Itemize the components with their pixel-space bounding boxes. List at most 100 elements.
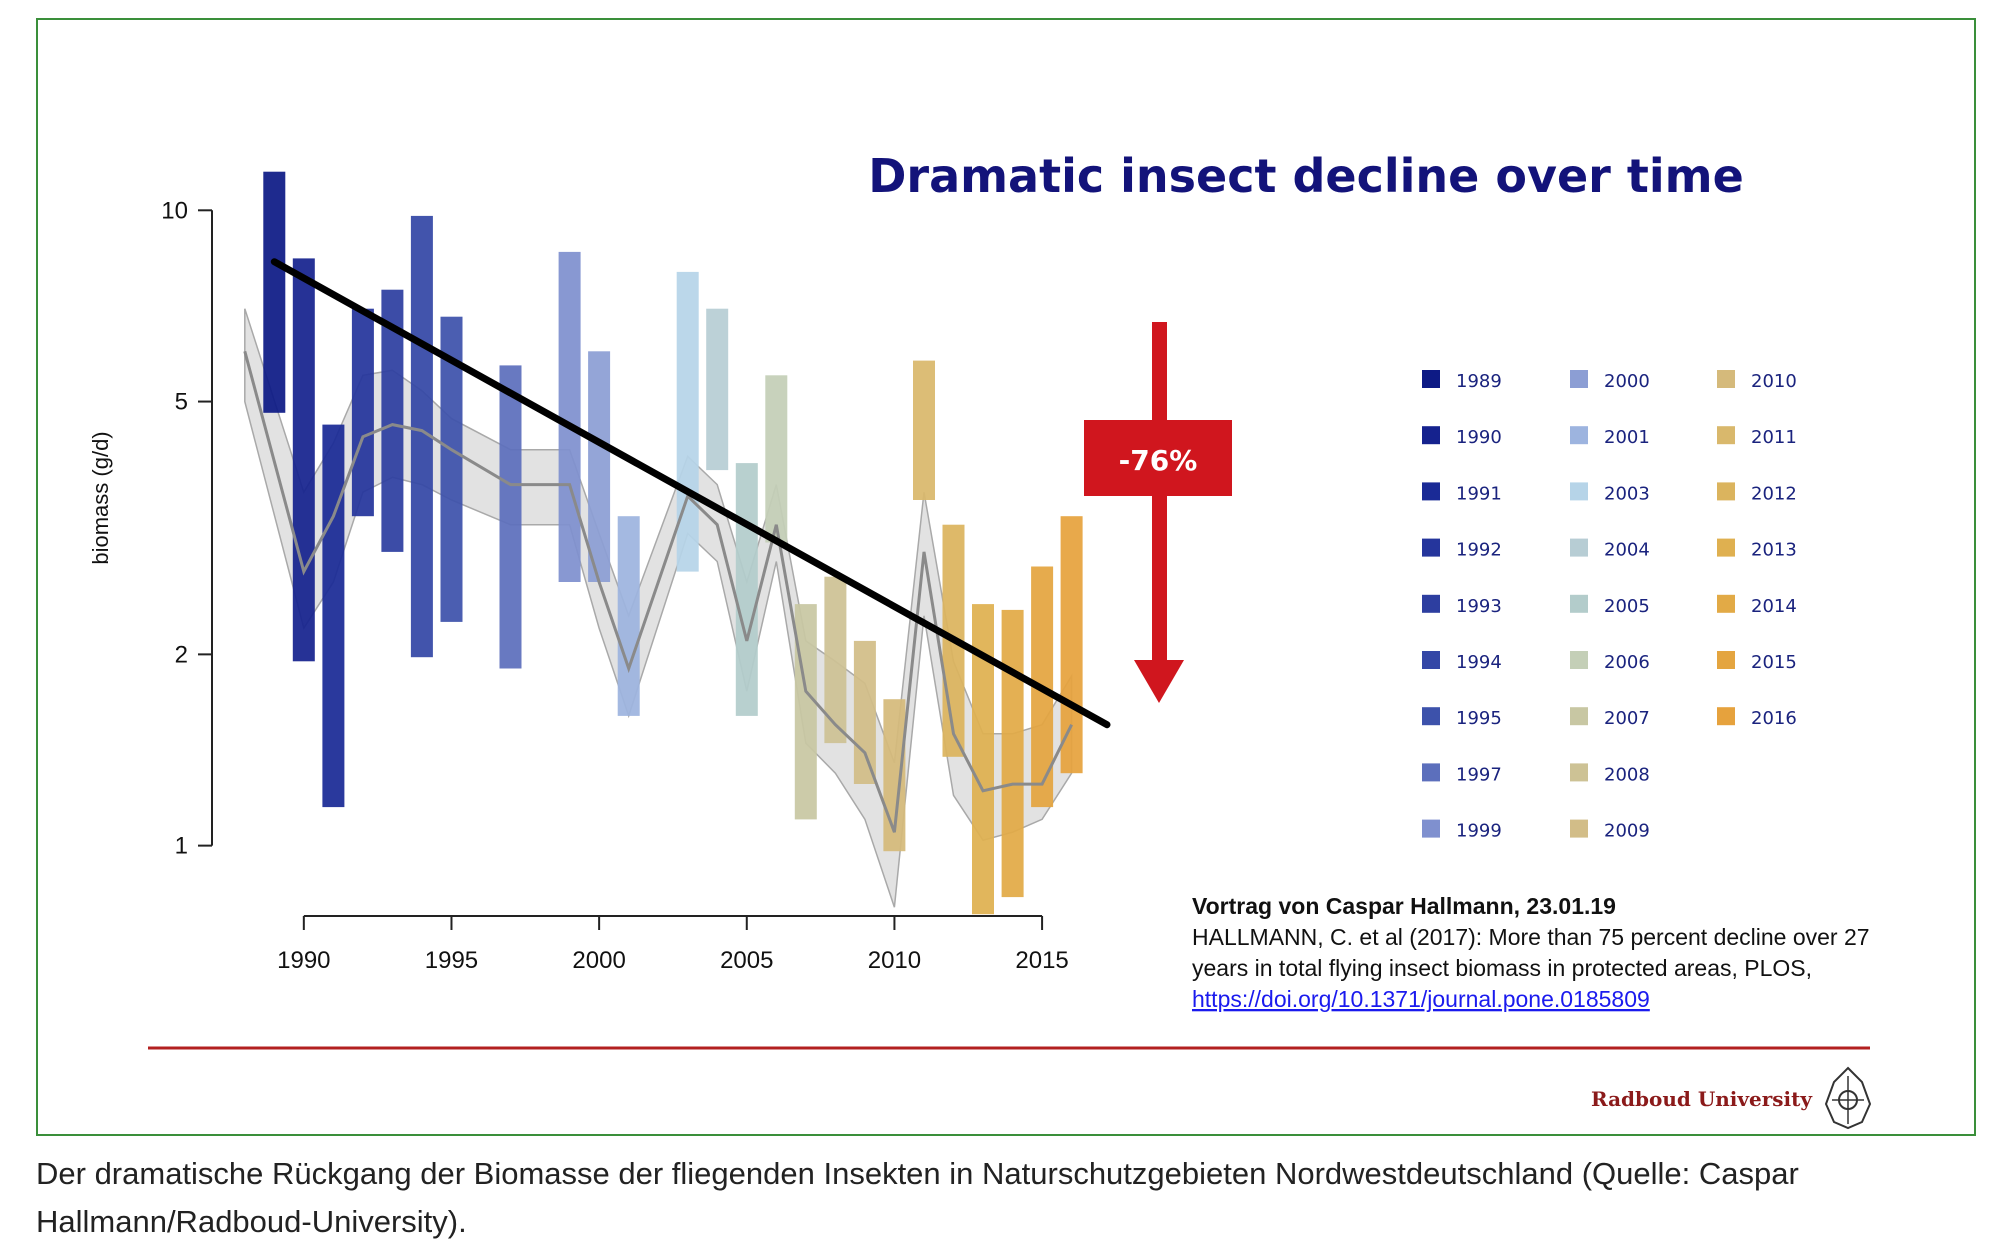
legend-swatch-1989 xyxy=(1422,370,1440,388)
legend-label-2015: 2015 xyxy=(1751,652,1797,673)
legend-label-1997: 1997 xyxy=(1456,764,1502,785)
bar-1994 xyxy=(410,215,433,658)
bar-1991 xyxy=(322,424,345,808)
bar-1997 xyxy=(499,365,522,669)
legend-label-2001: 2001 xyxy=(1604,427,1650,448)
legend-swatch-2009 xyxy=(1570,819,1588,838)
bar-2004 xyxy=(706,308,729,471)
decline-badge xyxy=(1084,420,1232,496)
legend-label-2016: 2016 xyxy=(1751,708,1797,729)
legend-label-2000: 2000 xyxy=(1604,371,1650,392)
y-axis-label: biomass (g/d) xyxy=(88,431,113,564)
bar-2014 xyxy=(1001,609,1024,898)
y-tick-label-10: 10 xyxy=(161,197,188,224)
legend-label-2003: 2003 xyxy=(1604,483,1650,504)
legend-swatch-2015 xyxy=(1717,651,1735,669)
bar-1993 xyxy=(381,289,404,552)
radboud-seal-icon xyxy=(1824,1066,1872,1130)
y-tick-label-2: 2 xyxy=(175,641,188,668)
legend-label-1989: 1989 xyxy=(1456,371,1502,392)
legend-label-1991: 1991 xyxy=(1456,483,1502,504)
legend-label-1994: 1994 xyxy=(1456,652,1502,673)
legend-swatch-2010 xyxy=(1717,370,1735,388)
legend-label-2013: 2013 xyxy=(1751,540,1797,561)
bar-2005 xyxy=(735,463,758,716)
x-tick-label-2000: 2000 xyxy=(572,947,625,974)
reference-heading: Vortrag von Caspar Hallmann, 23.01.19 xyxy=(1192,893,1616,919)
bar-2009 xyxy=(853,640,876,784)
legend: 1989 1990 1991 1992 1993 1994 1995 1997 1999 2000… xyxy=(1422,370,1797,842)
chart-svg: Dramatic insect decline over time biomas… xyxy=(88,149,1872,1130)
legend-swatch-1991 xyxy=(1422,482,1440,501)
legend-swatch-1995 xyxy=(1422,707,1440,726)
legend-label-2008: 2008 xyxy=(1604,764,1650,785)
legend-label-1995: 1995 xyxy=(1456,708,1502,729)
bar-2000 xyxy=(588,351,611,582)
reference-line-1: HALLMANN, C. et al (2017): More than 75 … xyxy=(1192,924,1870,950)
legend-label-2014: 2014 xyxy=(1751,596,1797,617)
x-tick-label-1995: 1995 xyxy=(425,947,478,974)
legend-swatch-2004 xyxy=(1570,538,1588,557)
legend-label-2005: 2005 xyxy=(1604,596,1650,617)
bar-2001 xyxy=(617,516,640,716)
bar-2016 xyxy=(1060,516,1083,774)
x-tick-label-2005: 2005 xyxy=(720,947,773,974)
legend-swatch-2013 xyxy=(1717,538,1735,557)
legend-swatch-2008 xyxy=(1570,763,1588,782)
bar-1995 xyxy=(440,316,463,622)
decline-arrow-head xyxy=(1134,660,1184,703)
legend-label-2007: 2007 xyxy=(1604,708,1650,729)
bar-1992 xyxy=(351,308,374,517)
trend-line xyxy=(270,258,1111,729)
legend-label-2006: 2006 xyxy=(1604,652,1650,673)
bar-2011 xyxy=(913,360,935,500)
legend-swatch-1994 xyxy=(1422,651,1440,669)
legend-swatch-2003 xyxy=(1570,482,1588,501)
legend-label-1990: 1990 xyxy=(1456,427,1502,448)
legend-swatch-2005 xyxy=(1570,594,1588,613)
legend-swatch-2006 xyxy=(1570,651,1588,669)
legend-label-2004: 2004 xyxy=(1604,540,1650,561)
legend-swatch-1992 xyxy=(1422,538,1440,557)
chart-title: Dramatic insect decline over time xyxy=(868,149,1744,203)
legend-label-2010: 2010 xyxy=(1751,371,1797,392)
chart-frame xyxy=(36,18,1976,1136)
legend-swatch-2007 xyxy=(1570,707,1588,726)
legend-swatch-2000 xyxy=(1570,370,1588,388)
bar-1990 xyxy=(292,258,315,662)
bar-1989 xyxy=(263,171,286,413)
university-name: Radboud University xyxy=(1591,1087,1813,1111)
legend-label-1999: 1999 xyxy=(1456,821,1502,842)
reference-line-2: years in total flying insect biomass in … xyxy=(1192,955,1812,981)
legend-label-2011: 2011 xyxy=(1751,427,1797,448)
fit-mean-line xyxy=(243,350,1073,833)
reference-block: Vortrag von Caspar Hallmann, 23.01.19 HA… xyxy=(1192,893,1870,1012)
axes: 1 2 5 10 1990 1995 2000 2005 2010 2015 xyxy=(161,197,1068,974)
legend-swatch-2001 xyxy=(1570,426,1588,445)
y-tick-label-1: 1 xyxy=(175,833,188,860)
decline-percent: -76% xyxy=(1119,444,1198,477)
legend-swatch-1997 xyxy=(1422,763,1440,782)
legend-swatch-1990 xyxy=(1422,426,1440,445)
figure-caption: Der dramatische Rückgang der Biomasse de… xyxy=(36,1156,1799,1239)
legend-label-1992: 1992 xyxy=(1456,540,1502,561)
legend-swatch-1993 xyxy=(1422,594,1440,613)
bar-2013 xyxy=(972,604,994,915)
plot-area xyxy=(243,171,1111,915)
bar-2008 xyxy=(824,576,847,744)
legend-swatch-2012 xyxy=(1717,482,1735,501)
reference-link[interactable]: https://doi.org/10.1371/journal.pone.018… xyxy=(1192,986,1650,1012)
decline-annotation: -76% xyxy=(1084,322,1232,703)
bar-2007 xyxy=(794,604,817,820)
legend-label-2009: 2009 xyxy=(1604,821,1650,842)
legend-swatch-2016 xyxy=(1717,707,1735,726)
y-tick-label-5: 5 xyxy=(175,389,188,416)
legend-swatch-1999 xyxy=(1422,819,1440,838)
bar-2006 xyxy=(765,375,788,543)
legend-label-2012: 2012 xyxy=(1751,483,1797,504)
x-tick-label-2015: 2015 xyxy=(1015,947,1068,974)
legend-label-1993: 1993 xyxy=(1456,596,1502,617)
legend-swatch-2011 xyxy=(1717,426,1735,445)
bar-1999 xyxy=(558,251,581,582)
bar-2003 xyxy=(676,271,699,572)
